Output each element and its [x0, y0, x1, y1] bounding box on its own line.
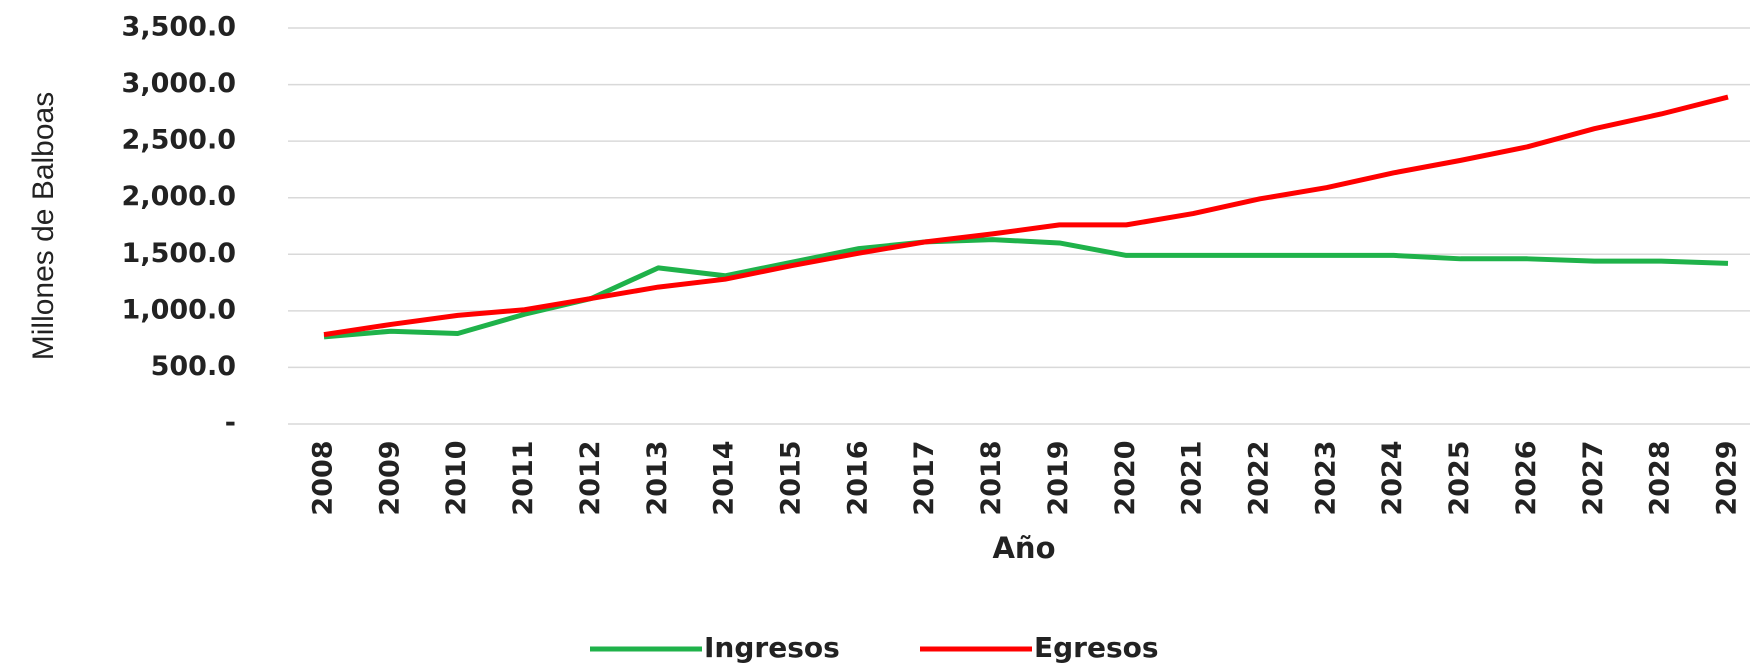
legend-label: Egresos	[1034, 631, 1159, 663]
x-axis-label: Año	[992, 531, 1055, 565]
x-tick-label: 2010	[441, 440, 472, 515]
x-tick-label: 2015	[776, 440, 807, 515]
x-tick-label: 2029	[1712, 440, 1743, 515]
line-series	[323, 94, 1729, 338]
y-tick-label: 1,000.0	[122, 294, 236, 325]
x-tick-label: 2012	[575, 440, 606, 515]
x-tick-label: 2024	[1377, 440, 1408, 515]
x-tick-label: 2020	[1110, 440, 1141, 515]
x-tick-label: 2018	[976, 440, 1007, 515]
y-tick-label: -	[225, 408, 236, 439]
y-tick-label: 1,500.0	[122, 238, 236, 269]
x-tick-label: 2019	[1043, 440, 1074, 515]
x-tick-label: 2023	[1310, 440, 1341, 515]
x-tick-label: 2009	[374, 440, 405, 515]
y-axis-label: Millones de Balboas	[27, 92, 60, 361]
x-tick-label: 2026	[1511, 440, 1542, 515]
x-tick-label: 2011	[508, 440, 539, 515]
y-tick-label: 3,500.0	[122, 12, 236, 43]
x-tick-label: 2008	[308, 440, 339, 515]
x-tick-label: 2021	[1177, 440, 1208, 515]
legend-label: Ingresos	[704, 631, 840, 663]
x-tick-label: 2022	[1244, 440, 1275, 515]
y-tick-label: 3,000.0	[122, 68, 236, 99]
y-tick-label: 2,000.0	[122, 181, 236, 212]
x-tick-label: 2027	[1578, 440, 1609, 515]
x-tick-label: 2028	[1645, 440, 1676, 515]
y-tick-label: 500.0	[151, 351, 236, 382]
y-tick-label: 2,500.0	[122, 125, 236, 156]
x-tick-label: 2013	[642, 440, 673, 515]
x-tick-label: 2014	[709, 440, 740, 515]
x-tick-label: 2017	[909, 440, 940, 515]
x-tick-label: 2025	[1444, 440, 1475, 515]
x-tick-label: 2016	[842, 440, 873, 515]
